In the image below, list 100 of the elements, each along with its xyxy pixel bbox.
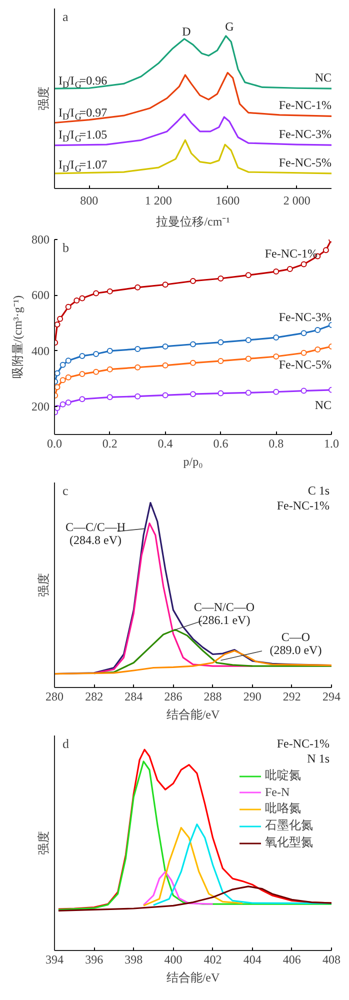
point — [65, 374, 72, 380]
point — [106, 288, 113, 294]
x-tick-label: 398 — [124, 952, 143, 966]
y-axis-title: 强度 — [36, 573, 50, 597]
annotation: C—O (289.0 eV) — [270, 630, 322, 657]
point — [79, 396, 86, 402]
series-label: NC — [314, 70, 332, 85]
point — [162, 392, 168, 398]
annotation: C—N/C—O (286.1 eV) — [194, 600, 255, 628]
series-label: Fe-NC-1% — [278, 98, 332, 112]
point — [79, 352, 86, 359]
point — [273, 268, 280, 275]
annotation: Fe-NC-1% — [276, 498, 330, 512]
y-axis-title: 吸附量/(cm³·g⁻¹) — [10, 295, 24, 379]
x-tick-label: 1.0 — [324, 436, 339, 450]
point — [93, 351, 100, 357]
point — [300, 261, 307, 268]
point — [245, 337, 252, 344]
point — [300, 388, 307, 394]
point — [218, 358, 224, 364]
x-tick-label: 1600 — [216, 194, 240, 208]
text: G — [225, 20, 234, 34]
x-tick-label: 408 — [322, 952, 340, 966]
chart-title: c — [62, 483, 68, 498]
x-axis-title: 结合能/eV — [166, 970, 220, 984]
y-tick-label: 200 — [32, 400, 50, 414]
legend-label: 吡啶氮 — [265, 767, 301, 784]
point — [162, 282, 168, 288]
x-tick-label: 0.2 — [102, 436, 118, 450]
point — [218, 390, 224, 396]
x-tick-label: 290 — [243, 690, 262, 704]
series-label: Fe-NC-1% — [264, 246, 318, 260]
x-tick-label: 0.6 — [213, 436, 228, 450]
point — [134, 346, 141, 352]
x-axis-title: p/p₀ — [183, 454, 203, 468]
point — [93, 368, 100, 375]
x-tick-label: 396 — [85, 952, 104, 966]
chart-title: b — [62, 240, 69, 255]
point — [273, 388, 280, 395]
point — [218, 276, 224, 282]
point — [322, 247, 329, 254]
x-tick-label: 0.0 — [47, 436, 62, 450]
x-tick-label: 286 — [164, 690, 182, 704]
point — [190, 391, 196, 398]
x-tick-label: 284 — [124, 690, 143, 704]
annotation: C—C/C—H (284.8 eV) — [66, 520, 126, 548]
legend-label: 石墨化氮 — [265, 817, 313, 834]
legend-label: Fe-N — [265, 784, 290, 800]
x-tick-label: 294 — [322, 690, 340, 704]
point — [162, 343, 168, 350]
y-tick-label: 600 — [32, 288, 50, 302]
point — [93, 290, 100, 296]
x-axis-title: 结合能/eV — [166, 708, 220, 722]
point — [190, 360, 196, 366]
point — [300, 350, 307, 356]
series-label: Fe-NC-3% — [278, 127, 332, 142]
point — [273, 354, 280, 360]
x-tick-label: 402 — [204, 952, 222, 966]
y-tick-label: 400 — [32, 344, 50, 358]
point — [54, 370, 60, 376]
x-tick-label: 1 200 — [144, 194, 172, 208]
x-tick-label: 400 — [164, 952, 182, 966]
point — [245, 390, 252, 396]
x-axis-title: 拉曼位移/cm⁻¹ — [156, 214, 230, 228]
chart-title: d — [62, 736, 70, 751]
point — [60, 377, 66, 384]
chart-title: a — [62, 9, 68, 24]
point — [65, 304, 72, 310]
point — [79, 371, 86, 378]
x-tick-label: 406 — [282, 952, 301, 966]
point — [134, 364, 141, 370]
annotation: Fe-NC-1% — [276, 736, 330, 750]
point — [106, 348, 113, 354]
point — [314, 346, 321, 353]
point — [286, 266, 293, 272]
point — [245, 356, 252, 362]
text: C 1s — [308, 484, 330, 498]
x-tick-label: 394 — [46, 952, 64, 966]
point — [190, 341, 196, 348]
point — [54, 384, 60, 390]
point — [245, 272, 252, 278]
point — [162, 362, 168, 368]
x-tick-label: 2 000 — [283, 194, 310, 208]
x-tick-label: 288 — [204, 690, 222, 704]
series-label: Fe-NC-5% — [278, 357, 332, 372]
series-label: Fe-NC-5% — [278, 155, 332, 170]
point — [134, 284, 141, 290]
point — [60, 401, 66, 408]
point — [60, 362, 66, 368]
legend-label: 氧化型氮 — [265, 834, 313, 851]
point — [300, 330, 307, 336]
point — [314, 327, 321, 334]
point — [57, 316, 64, 322]
point — [65, 358, 72, 364]
y-tick-label: 800 — [32, 232, 50, 246]
y-axis-title: 强度 — [36, 831, 50, 855]
x-tick-label: 404 — [243, 952, 262, 966]
x-tick-label: 0.8 — [268, 436, 284, 450]
point — [273, 334, 280, 341]
point — [74, 298, 80, 304]
